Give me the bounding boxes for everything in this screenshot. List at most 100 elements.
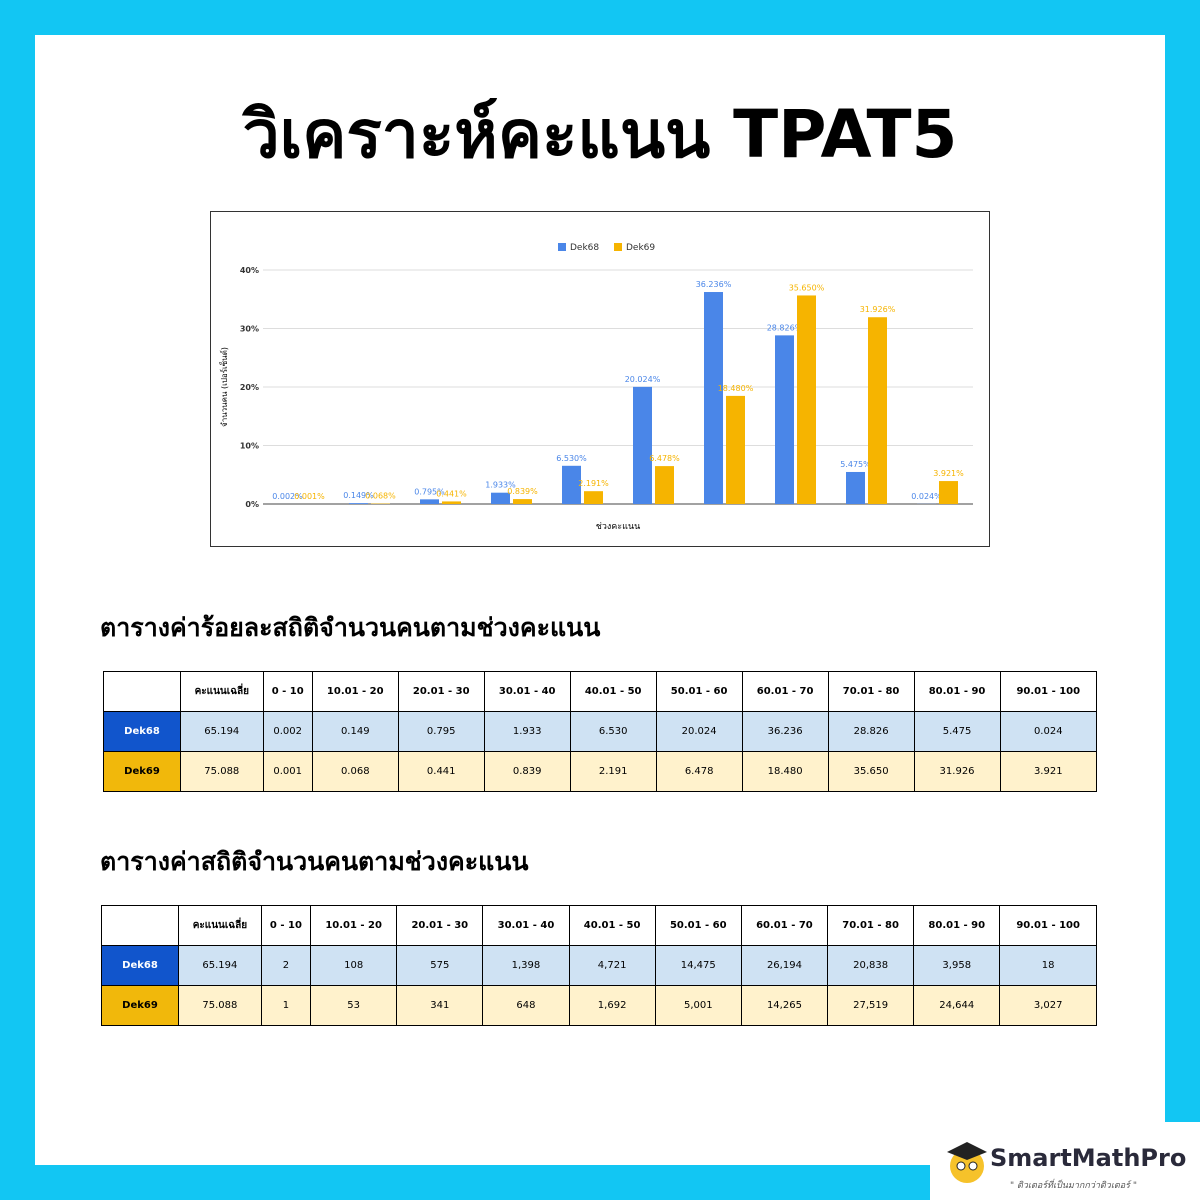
y-tick-label: 20% <box>240 383 259 392</box>
header-cell: 0 - 10 <box>262 671 313 712</box>
data-cell: 28.826 <box>827 711 915 752</box>
row-label: Dek69 <box>101 985 179 1026</box>
page-title: วิเคราะห์คะแนน TPAT5 <box>242 96 958 173</box>
data-cell: 5.475 <box>913 711 1001 752</box>
data-cell: 575 <box>396 945 484 986</box>
header-cell: 80.01 - 90 <box>913 671 1001 712</box>
data-table: คะแนนเฉลี่ย 0 - 10 10.01 - 20 20.01 - 30 30.… <box>103 671 1098 792</box>
value-label: 0.068% <box>365 492 396 501</box>
bar <box>442 501 461 504</box>
value-label: 28.826% <box>767 323 803 332</box>
data-cell: 20.024 <box>655 711 743 752</box>
y-tick-label: 30% <box>240 325 259 334</box>
value-label: 18.480% <box>718 384 754 393</box>
data-cell: 27,519 <box>827 985 915 1026</box>
data-cell: 6.530 <box>569 711 657 752</box>
header-cell: 20.01 - 30 <box>397 671 485 712</box>
header-cell: 50.01 - 60 <box>655 671 743 712</box>
value-label: 0.149% <box>343 491 374 500</box>
chart: ช่วงคะแนน จำนวนคน (เปอร์เซ็นต์) 0% 10% 20%… <box>219 243 973 532</box>
data-cell: 0.441 <box>397 751 485 792</box>
corner-cell <box>103 671 181 712</box>
data-cell: 3.921 <box>999 751 1098 792</box>
data-cell: 75.088 <box>178 985 262 1026</box>
value-label: 0.839% <box>507 487 538 496</box>
value-label: 0.441% <box>436 489 467 498</box>
data-cell: 53 <box>310 985 398 1026</box>
header-cell: 0 - 10 <box>260 905 312 946</box>
y-tick-label: 10% <box>240 442 259 451</box>
header-cell: 70.01 - 80 <box>827 671 915 712</box>
data-cell: 341 <box>396 985 484 1026</box>
header-cell: 30.01 - 40 <box>482 905 570 946</box>
data-table: คะแนนเฉลี่ย 0 - 10 10.01 - 20 20.01 - 30 30.… <box>101 905 1097 1026</box>
logo: SmartMathPro " ติวเตอร์ที่เป็นมากกว่าติว… <box>930 1122 1200 1200</box>
data-cell: 65.194 <box>180 711 264 752</box>
bar <box>846 471 865 504</box>
data-cell: 4,721 <box>568 945 656 986</box>
row-label: Dek68 <box>103 711 181 752</box>
value-label: 1.933% <box>485 481 516 490</box>
data-cell: 18 <box>999 945 1097 986</box>
brand: SmartMathPro <box>990 1144 1187 1172</box>
legend-swatch <box>558 243 566 251</box>
header-cell: 90.01 - 100 <box>999 671 1098 712</box>
y-axis-label: จำนวนคน (เปอร์เซ็นต์) <box>219 347 229 427</box>
value-label: 0.795% <box>414 487 445 496</box>
data-cell: 65.194 <box>178 945 262 986</box>
bar <box>775 335 794 504</box>
header-cell: คะแนนเฉลี่ย <box>180 671 264 712</box>
header-cell: 20.01 - 30 <box>396 905 484 946</box>
data-cell: 0.795 <box>397 711 485 752</box>
header-cell: 40.01 - 50 <box>568 905 656 946</box>
value-label: 6.530% <box>556 454 587 463</box>
header-cell: คะแนนเฉลี่ย <box>178 905 262 946</box>
value-label: 36.236% <box>696 280 732 289</box>
y-tick-label: 40% <box>240 266 259 275</box>
header-cell: 60.01 - 70 <box>740 905 829 946</box>
value-label: 0.001% <box>294 492 325 501</box>
table-title: ตารางค่าสถิติจำนวนคนตามช่วงคะแนน <box>100 847 529 876</box>
row-label: Dek68 <box>101 945 179 986</box>
value-label: 35.650% <box>789 283 825 292</box>
header-cell: 10.01 - 20 <box>310 905 398 946</box>
value-label: 20.024% <box>625 375 661 384</box>
data-cell: 35.650 <box>827 751 915 792</box>
bar <box>584 491 603 504</box>
bar <box>491 492 510 504</box>
data-cell: 18.480 <box>741 751 829 792</box>
data-cell: 26,194 <box>740 945 829 986</box>
header-cell: 80.01 - 90 <box>913 905 1001 946</box>
value-label: 6.478% <box>649 454 680 463</box>
header-row: คะแนนเฉลี่ย 0 - 10 10.01 - 20 20.01 - 30 30.… <box>101 905 1097 946</box>
bar <box>513 499 532 504</box>
bar <box>655 466 674 504</box>
header-cell: 70.01 - 80 <box>827 905 915 946</box>
chart-box: ช่วงคะแนน จำนวนคน (เปอร์เซ็นต์) 0% 10% 20%… <box>210 211 990 547</box>
data-cell: 24,644 <box>913 985 1001 1026</box>
logo-icon <box>947 1142 987 1183</box>
x-axis-label: ช่วงคะแนน <box>596 522 641 532</box>
data-row: Dek69 75.088 1 53 341 648 1,692 5,001 14,265 27,5… <box>101 985 1097 1026</box>
bar <box>562 465 581 504</box>
legend-label: Dek69 <box>626 243 655 253</box>
bar <box>868 317 887 504</box>
value-label: 2.191% <box>578 479 609 488</box>
value-label: 0.002% <box>272 492 303 501</box>
value-label: 31.926% <box>860 305 896 314</box>
data-cell: 0.024 <box>999 711 1098 752</box>
data-cell: 648 <box>482 985 570 1026</box>
header-cell: 50.01 - 60 <box>654 905 742 946</box>
data-cell: 6.478 <box>655 751 743 792</box>
data-cell: 0.068 <box>311 751 399 792</box>
data-cell: 1.933 <box>483 711 571 752</box>
data-cell: 14,265 <box>740 985 829 1026</box>
data-cell: 3,958 <box>913 945 1001 986</box>
value-label: 0.024% <box>911 492 942 501</box>
data-cell: 108 <box>310 945 398 986</box>
header-cell: 90.01 - 100 <box>999 905 1097 946</box>
header-cell: 60.01 - 70 <box>741 671 829 712</box>
data-cell: 0.839 <box>483 751 571 792</box>
bar <box>797 295 816 504</box>
